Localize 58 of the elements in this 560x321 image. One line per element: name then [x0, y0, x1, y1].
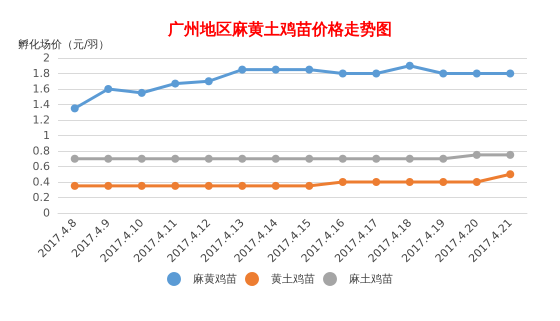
point	[406, 154, 414, 163]
point	[338, 70, 347, 78]
point	[238, 182, 246, 190]
point	[372, 70, 380, 78]
point	[272, 66, 280, 74]
point	[472, 70, 481, 78]
point	[305, 66, 314, 74]
point	[138, 154, 146, 163]
y-tick-label: 1.6	[32, 82, 50, 96]
y-tick-label: 0.6	[32, 160, 50, 173]
point	[204, 77, 213, 86]
point	[171, 80, 180, 88]
point	[439, 154, 448, 163]
y-tick-label: 1.8	[32, 67, 50, 80]
point	[305, 154, 314, 163]
point	[70, 104, 79, 112]
point	[439, 70, 448, 78]
y-tick-label: 1.4	[32, 98, 50, 111]
point	[204, 154, 213, 163]
point	[506, 150, 514, 159]
point	[104, 154, 112, 163]
y-tick-label: 1	[43, 129, 50, 142]
point	[338, 154, 347, 163]
y-tick-label: 0.8	[32, 144, 50, 158]
point	[372, 178, 380, 186]
point	[439, 178, 448, 186]
y-tick-label: 0	[43, 206, 50, 220]
y-tick-label: 1.2	[32, 114, 50, 126]
y-tick-label: 2	[43, 52, 50, 64]
point	[338, 178, 347, 186]
point	[305, 182, 314, 190]
point	[406, 62, 414, 70]
point	[506, 170, 514, 178]
y-axis-title: 孵化场价（元/羽）	[18, 38, 110, 51]
point	[104, 182, 112, 190]
point	[138, 182, 146, 190]
y-tick-label: 0.2	[32, 191, 50, 204]
point	[472, 150, 481, 159]
point	[104, 85, 112, 93]
point	[272, 154, 280, 163]
point	[138, 88, 146, 97]
legend-label: 麻黄鸡苗	[193, 272, 237, 286]
point	[171, 182, 180, 190]
y-tick-label: 0.4	[32, 176, 50, 188]
legend-label: 黄土鸡苗	[271, 272, 315, 286]
point	[272, 182, 280, 190]
point	[406, 178, 414, 186]
point	[238, 154, 246, 163]
legend-label: 麻土鸡苗	[349, 272, 393, 286]
point	[70, 154, 79, 163]
point	[372, 154, 380, 163]
point	[204, 182, 213, 190]
point	[506, 70, 514, 78]
point	[70, 182, 79, 190]
point	[472, 178, 481, 186]
point	[171, 154, 180, 163]
point	[238, 66, 246, 74]
chart-title: 广州地区麻黄土鸡苗价格走势图	[167, 20, 392, 38]
